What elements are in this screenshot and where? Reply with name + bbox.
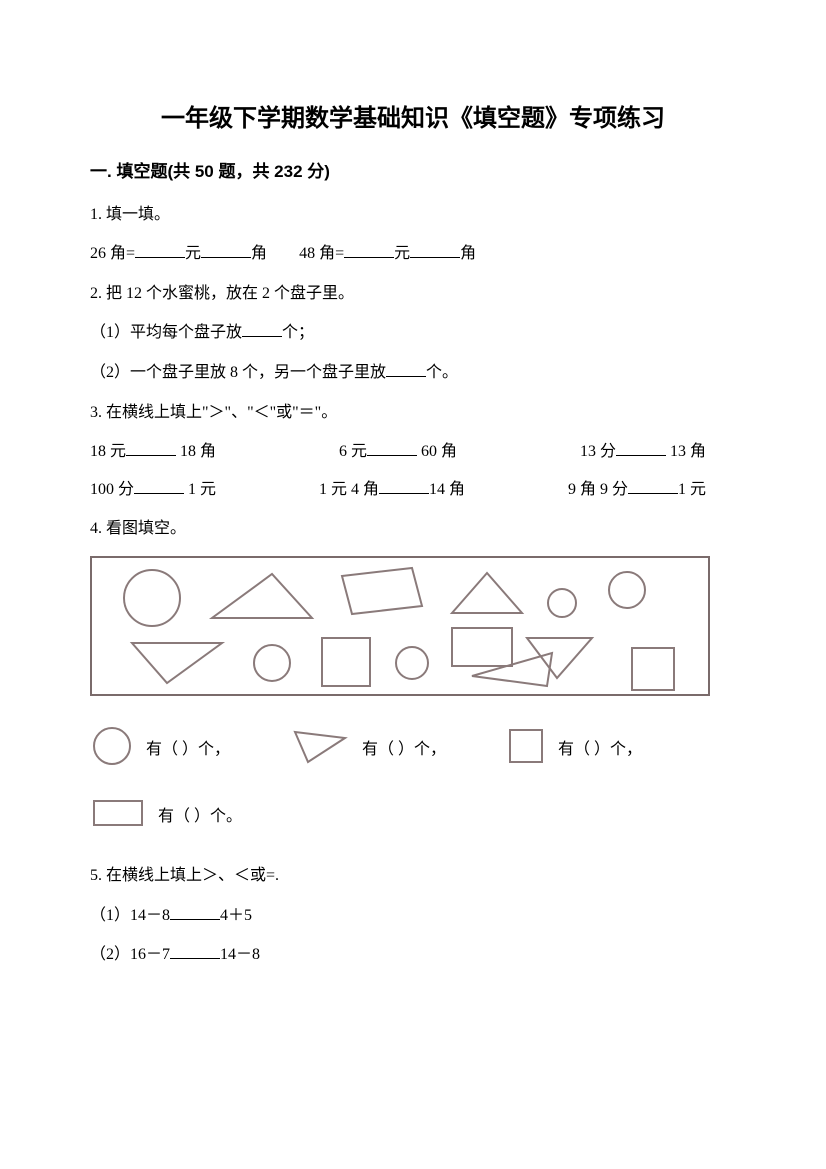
q4-txt4: 有（ ）个。 <box>158 804 242 830</box>
question-4: 4. 看图填空。 <box>90 516 736 839</box>
q3-r1b-l: 6 元 <box>339 443 367 460</box>
square-icon <box>506 726 546 775</box>
question-3: 3. 在横线上填上"＞"、"＜"或"＝"。 18 元 18 角 6 元 60 角… <box>90 400 736 503</box>
blank[interactable] <box>201 242 251 258</box>
question-5: 5. 在横线上填上＞、＜或=. （1）14－8 4＋5 （2）16－7 14－8 <box>90 863 736 968</box>
q5-label: 5. 在横线上填上＞、＜或=. <box>90 863 736 889</box>
triangle-icon <box>290 726 350 775</box>
q1-label: 1. 填一填。 <box>90 202 736 228</box>
q3-r2c-l: 9 角 9 分 <box>568 481 628 498</box>
shapes-box <box>90 556 710 696</box>
q4-line1: 有（ ）个， 有（ ）个， 有（ ）个， <box>90 724 736 777</box>
q5-sub1-r: 4＋5 <box>220 907 252 924</box>
q2-sub1-pre: （1）平均每个盘子放 <box>90 324 242 341</box>
q3-r1a-l: 18 元 <box>90 443 126 460</box>
q1a-left: 26 角= <box>90 245 135 262</box>
blank[interactable] <box>379 478 429 494</box>
q2-sub1-post: 个； <box>282 324 314 341</box>
blank[interactable] <box>367 440 417 456</box>
q1b-unit2: 角 <box>460 245 476 262</box>
q3-r2a-r: 1 元 <box>184 481 216 498</box>
q4-txt3: 有（ ）个， <box>558 737 642 763</box>
question-1: 1. 填一填。 26 角= 元 角 48 角= 元 角 <box>90 202 736 267</box>
q3-r1c-l: 13 分 <box>580 443 616 460</box>
blank[interactable] <box>135 242 185 258</box>
q3-label: 3. 在横线上填上"＞"、"＜"或"＝"。 <box>90 400 736 426</box>
blank[interactable] <box>242 321 282 337</box>
blank[interactable] <box>134 478 184 494</box>
blank[interactable] <box>410 242 460 258</box>
blank[interactable] <box>386 361 426 377</box>
rectangle-icon <box>90 795 146 840</box>
q5-sub2-r: 14－8 <box>220 946 260 963</box>
q1b-unit1: 元 <box>394 245 410 262</box>
blank[interactable] <box>628 478 678 494</box>
q1a-unit1: 元 <box>185 245 201 262</box>
section-header: 一. 填空题(共 50 题，共 232 分) <box>90 158 736 185</box>
circle-icon <box>90 724 134 777</box>
q3-r2c-r: 1 元 <box>678 481 706 498</box>
q3-r2b-r: 14 角 <box>429 481 465 498</box>
q3-r2a-l: 100 分 <box>90 481 134 498</box>
blank[interactable] <box>170 943 220 959</box>
question-2: 2. 把 12 个水蜜桃，放在 2 个盘子里。 （1）平均每个盘子放 个； （2）… <box>90 281 736 386</box>
q3-r1a-r: 18 角 <box>176 443 216 460</box>
q4-label: 4. 看图填空。 <box>90 516 736 542</box>
blank[interactable] <box>170 904 220 920</box>
shapes-diagram-icon <box>92 558 712 698</box>
q2-sub2-pre: （2）一个盘子里放 8 个，另一个盘子里放 <box>90 364 386 381</box>
q2-sub2-post: 个。 <box>426 364 458 381</box>
q4-txt1: 有（ ）个， <box>146 737 230 763</box>
q3-r1c-r: 13 角 <box>666 443 706 460</box>
blank[interactable] <box>126 440 176 456</box>
q4-txt2: 有（ ）个， <box>362 737 446 763</box>
q1b-left: 48 角= <box>299 245 344 262</box>
q3-r1b-r: 60 角 <box>417 443 457 460</box>
blank[interactable] <box>616 440 666 456</box>
blank[interactable] <box>344 242 394 258</box>
q5-sub2-l: （2）16－7 <box>90 946 170 963</box>
q1a-unit2: 角 <box>251 245 267 262</box>
q5-sub1-l: （1）14－8 <box>90 907 170 924</box>
q2-label: 2. 把 12 个水蜜桃，放在 2 个盘子里。 <box>90 281 736 307</box>
q3-r2b-l: 1 元 4 角 <box>319 481 379 498</box>
page-title: 一年级下学期数学基础知识《填空题》专项练习 <box>90 100 736 138</box>
q4-line2: 有（ ）个。 <box>90 795 736 840</box>
